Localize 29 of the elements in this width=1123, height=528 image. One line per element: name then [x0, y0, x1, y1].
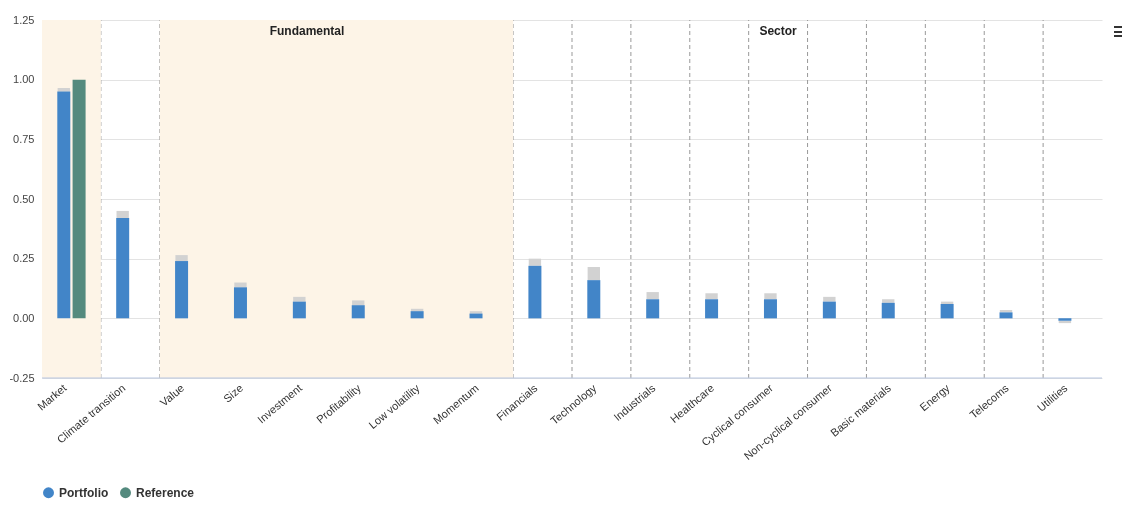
y-tick-label: 1.25	[13, 13, 35, 26]
bar	[292, 301, 306, 319]
bar	[57, 91, 71, 319]
y-tick-label: -0.25	[9, 371, 35, 384]
bar	[705, 299, 719, 319]
annotation: Sector	[759, 24, 798, 38]
legend-label: Portfolio	[59, 485, 109, 500]
y-tick-label: 0.75	[13, 132, 35, 145]
bar	[646, 299, 660, 319]
bar	[116, 218, 130, 319]
y-tick-label: 1.00	[13, 73, 35, 86]
bar	[528, 265, 542, 319]
legend-label: Reference	[136, 485, 195, 500]
bar	[881, 302, 895, 319]
y-tick-label: 0.25	[13, 252, 35, 265]
bar	[351, 305, 365, 319]
bar	[233, 287, 247, 319]
bar	[940, 304, 954, 319]
bar	[587, 280, 601, 319]
bar	[175, 261, 189, 319]
y-tick-label: 0.00	[13, 311, 35, 324]
x-tick-label: Size	[221, 381, 246, 405]
bar	[999, 312, 1013, 319]
band-label: Fundamental	[269, 24, 345, 38]
bar	[763, 299, 777, 319]
y-tick-label: 0.50	[13, 192, 35, 205]
bar	[410, 311, 424, 319]
bar	[822, 301, 836, 319]
bar	[72, 79, 86, 319]
